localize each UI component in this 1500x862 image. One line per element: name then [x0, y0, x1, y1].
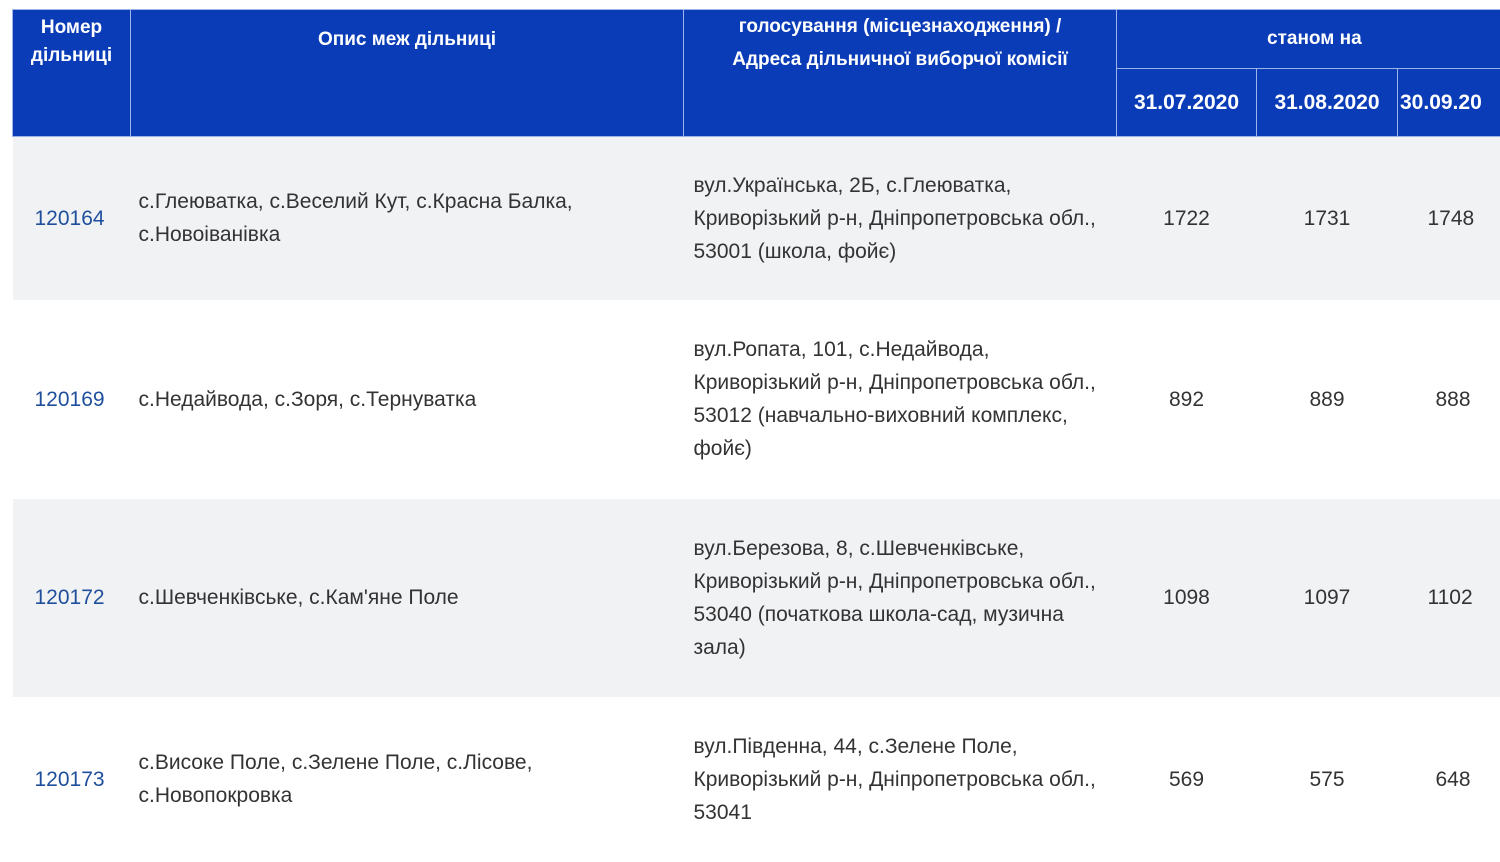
- table-row: 120172 с.Шевченківське, с.Кам'яне Поле в…: [13, 499, 1500, 697]
- table-row: 120169 с.Недайвода, с.Зоря, с.Тернуватка…: [13, 300, 1500, 499]
- value-date-2: 889: [1257, 300, 1398, 499]
- header-date-1: 31.07.2020: [1117, 69, 1257, 137]
- polling-stations-table-container: Номер дільниці Опис меж дільниці голосув…: [12, 9, 1500, 862]
- table-row: 120164 с.Глеюватка, с.Веселий Кут, с.Кра…: [13, 137, 1500, 300]
- station-description: с.Недайвода, с.Зоря, с.Тернуватка: [131, 300, 684, 499]
- header-description: Опис меж дільниці: [131, 10, 684, 137]
- table-row: 120173 с.Високе Поле, с.Зелене Поле, с.Л…: [13, 697, 1500, 862]
- station-address: вул.Південна, 44, с.Зелене Поле, Криворі…: [684, 697, 1117, 862]
- value-date-3: 1102: [1398, 499, 1500, 697]
- value-date-3: 1748: [1398, 137, 1500, 300]
- value-date-2: 575: [1257, 697, 1398, 862]
- station-address: вул.Українська, 2Б, с.Глеюватка, Криворі…: [684, 137, 1117, 300]
- header-date-3: 30.09.20: [1398, 69, 1500, 137]
- value-date-3: 888: [1398, 300, 1500, 499]
- value-date-1: 569: [1117, 697, 1257, 862]
- header-state: станом на: [1117, 10, 1500, 69]
- value-date-3: 648: [1398, 697, 1500, 862]
- station-number-link[interactable]: 120173: [13, 697, 131, 862]
- value-date-1: 1722: [1117, 137, 1257, 300]
- station-description: с.Глеюватка, с.Веселий Кут, с.Красна Бал…: [131, 137, 684, 300]
- value-date-2: 1731: [1257, 137, 1398, 300]
- header-number: Номер дільниці: [13, 10, 131, 137]
- station-address: вул.Березова, 8, с.Шевченківське, Кривор…: [684, 499, 1117, 697]
- header-address: голосування (місцезнаходження) / Адреса …: [684, 10, 1117, 137]
- station-number-link[interactable]: 120169: [13, 300, 131, 499]
- value-date-1: 1098: [1117, 499, 1257, 697]
- value-date-1: 892: [1117, 300, 1257, 499]
- value-date-2: 1097: [1257, 499, 1398, 697]
- station-number-link[interactable]: 120164: [13, 137, 131, 300]
- station-description: с.Високе Поле, с.Зелене Поле, с.Лісове, …: [131, 697, 684, 862]
- station-address: вул.Ропата, 101, с.Недайвода, Криворізьк…: [684, 300, 1117, 499]
- header-date-2: 31.08.2020: [1257, 69, 1398, 137]
- station-description: с.Шевченківське, с.Кам'яне Поле: [131, 499, 684, 697]
- station-number-link[interactable]: 120172: [13, 499, 131, 697]
- polling-stations-table: Номер дільниці Опис меж дільниці голосув…: [12, 9, 1500, 862]
